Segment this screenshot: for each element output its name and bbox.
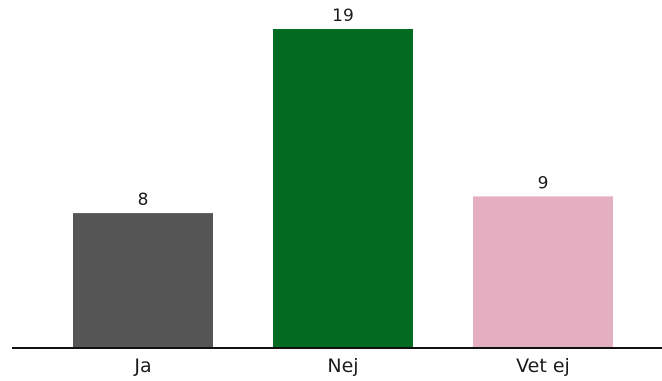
x-tick-label: Vet ej (516, 355, 570, 377)
value-labels-group: 8 19 9 (138, 6, 549, 210)
category-labels-group: Ja Nej Vet ej (133, 355, 569, 377)
bar-value-label: 8 (138, 190, 149, 210)
bar-vet-ej (473, 196, 613, 347)
bar-value-label: 19 (332, 6, 354, 26)
x-tick-label: Ja (133, 355, 151, 377)
x-tick-label: Nej (327, 355, 358, 377)
bar-ja (73, 213, 213, 347)
bar-nej (273, 29, 413, 347)
bar-value-label: 9 (538, 173, 549, 193)
bars-group (73, 29, 613, 347)
